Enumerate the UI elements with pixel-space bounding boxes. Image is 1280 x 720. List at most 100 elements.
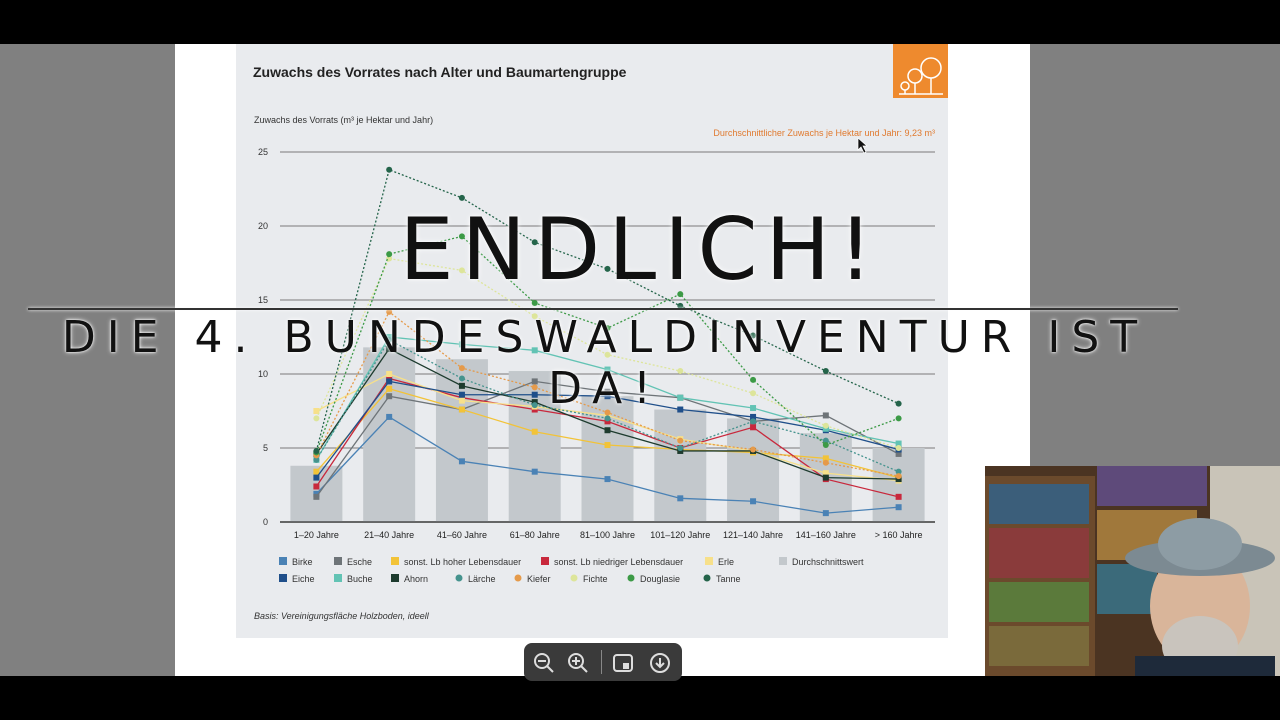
data-point — [531, 402, 538, 409]
data-point — [677, 437, 684, 444]
legend-label: Birke — [292, 557, 313, 567]
data-point — [386, 371, 393, 377]
data-point — [677, 368, 684, 375]
data-point — [604, 427, 611, 434]
data-point — [386, 413, 393, 420]
legend-label: sonst. Lb niedriger Lebensdauer — [554, 557, 683, 567]
data-point — [604, 415, 611, 422]
data-point — [386, 385, 393, 392]
y-tick-label: 25 — [258, 147, 268, 157]
data-point — [895, 504, 902, 511]
x-tick-label: 101–120 Jahre — [650, 530, 710, 540]
x-tick-label: 61–80 Jahre — [510, 530, 560, 540]
data-point — [604, 409, 611, 416]
chart-title: Zuwachs des Vorrates nach Alter und Baum… — [253, 64, 627, 80]
data-point — [531, 347, 538, 354]
data-point — [531, 391, 538, 398]
data-point — [531, 299, 538, 306]
legend-label: Erle — [718, 557, 734, 567]
data-point — [822, 455, 829, 462]
data-point — [313, 415, 320, 422]
data-point — [750, 424, 757, 431]
legend-label: Kiefer — [527, 574, 551, 584]
y-tick-label: 0 — [263, 517, 268, 527]
data-point — [386, 251, 393, 258]
data-point — [895, 415, 902, 422]
data-point — [458, 194, 465, 201]
data-point — [386, 166, 393, 173]
legend-swatch — [541, 557, 549, 565]
zoom-out-icon — [534, 653, 554, 673]
data-point — [458, 375, 465, 382]
data-point — [750, 390, 757, 397]
y-tick-label: 10 — [258, 369, 268, 379]
toolbar-divider — [601, 650, 602, 674]
basis-note: Basis: Vereinigungsfläche Holzboden, ide… — [254, 611, 429, 621]
legend-label: Buche — [347, 574, 373, 584]
data-point — [677, 445, 684, 451]
data-point — [386, 378, 393, 385]
data-point — [750, 413, 757, 420]
download-icon — [650, 653, 670, 673]
legend-label: Tanne — [716, 574, 741, 584]
data-point — [822, 474, 829, 481]
data-point — [895, 468, 902, 475]
legend-swatch — [391, 574, 399, 582]
data-point — [822, 459, 829, 466]
legend-label: Fichte — [583, 574, 608, 584]
legend-label: Douglasie — [640, 574, 680, 584]
legend-label: sonst. Lb hoher Lebensdauer — [404, 557, 521, 567]
data-point — [895, 473, 902, 480]
y-tick-label: 20 — [258, 221, 268, 231]
page-view-button[interactable] — [611, 651, 635, 675]
legend-label: Esche — [347, 557, 372, 567]
y-tick-label: 15 — [258, 295, 268, 305]
legend-swatch — [703, 574, 711, 582]
data-point — [750, 498, 757, 505]
data-point — [458, 406, 465, 413]
y-axis-label: Zuwachs des Vorrats (m³ je Hektar und Ja… — [254, 115, 434, 125]
data-point — [604, 351, 611, 358]
data-point — [750, 405, 757, 412]
data-point — [677, 394, 684, 401]
data-point — [313, 493, 320, 500]
download-button[interactable] — [648, 651, 672, 675]
x-tick-label: 121–140 Jahre — [723, 530, 783, 540]
zoom-in-button[interactable] — [566, 651, 590, 675]
data-point — [386, 308, 393, 315]
page-icon — [613, 654, 633, 672]
tree-icon — [899, 57, 943, 95]
data-point — [604, 265, 611, 272]
legend-swatch — [705, 557, 713, 565]
data-point — [458, 365, 465, 372]
legend-swatch — [334, 574, 342, 582]
chart-panel — [236, 44, 948, 638]
data-point — [677, 495, 684, 502]
data-point — [458, 458, 465, 465]
legend-label: Ahorn — [404, 574, 428, 584]
data-point — [313, 468, 320, 475]
data-point — [458, 391, 465, 398]
data-point — [822, 510, 829, 517]
x-tick-label: 141–160 Jahre — [796, 530, 856, 540]
overlay-divider — [28, 308, 1178, 310]
data-point — [458, 267, 465, 274]
data-point — [822, 442, 829, 449]
data-point — [313, 483, 320, 490]
data-point — [895, 440, 902, 447]
y-tick-label: 5 — [263, 443, 268, 453]
overlay-title: ENDLICH! — [399, 200, 881, 300]
x-tick-label: 21–40 Jahre — [364, 530, 414, 540]
overlay-subtitle: DIE 4. BUNDESWALDINVENTUR IST DA! — [61, 312, 1149, 414]
data-point — [604, 393, 611, 400]
data-point — [822, 470, 829, 477]
data-point — [895, 493, 902, 500]
legend-swatch — [779, 557, 787, 565]
average-bar — [727, 418, 780, 522]
legend-swatch — [570, 574, 578, 582]
series-line — [315, 339, 899, 473]
zoom-out-button[interactable] — [532, 651, 556, 675]
data-point — [531, 384, 538, 391]
legend-label: Lärche — [468, 574, 496, 584]
